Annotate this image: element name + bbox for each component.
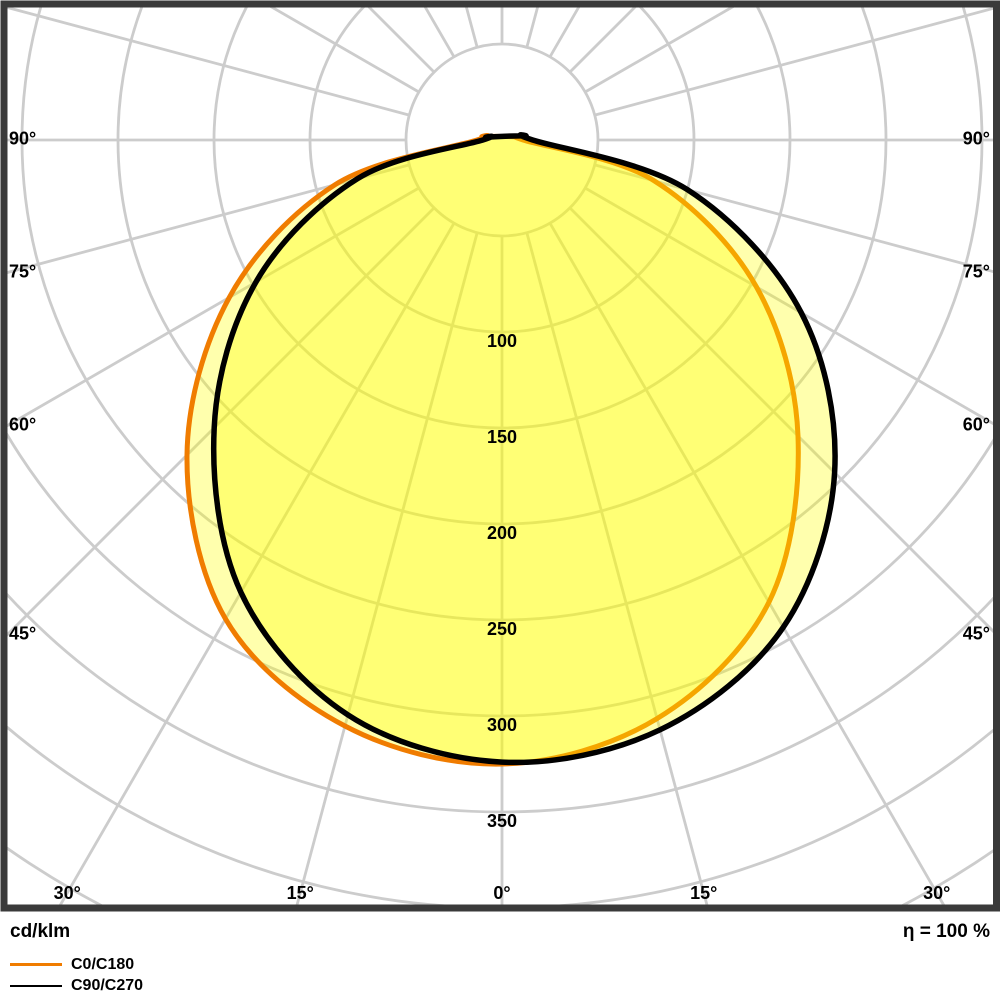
- legend-line-c0-c180-swatch: [10, 963, 62, 966]
- legend-label-c90-c270: C90/C270: [71, 976, 144, 994]
- unit-label: cd/klm: [10, 921, 71, 942]
- ldc-curve-c0-c180: [184, 133, 801, 767]
- legend-item-c0-c180: C0/C180: [10, 954, 143, 975]
- legend: C0/C180 C90/C270: [10, 954, 143, 996]
- ldc-curves: [184, 132, 838, 767]
- legend-label-c0-c180: C0/C180: [71, 955, 135, 973]
- plot-frame: [0, 0, 1000, 912]
- legend-item-c90-c270: C90/C270: [10, 975, 143, 996]
- legend-line-c90-c270-swatch: [10, 984, 62, 987]
- efficiency-label: η = 100 %: [902, 921, 990, 942]
- ldc-curve-c90-c270: [210, 132, 838, 766]
